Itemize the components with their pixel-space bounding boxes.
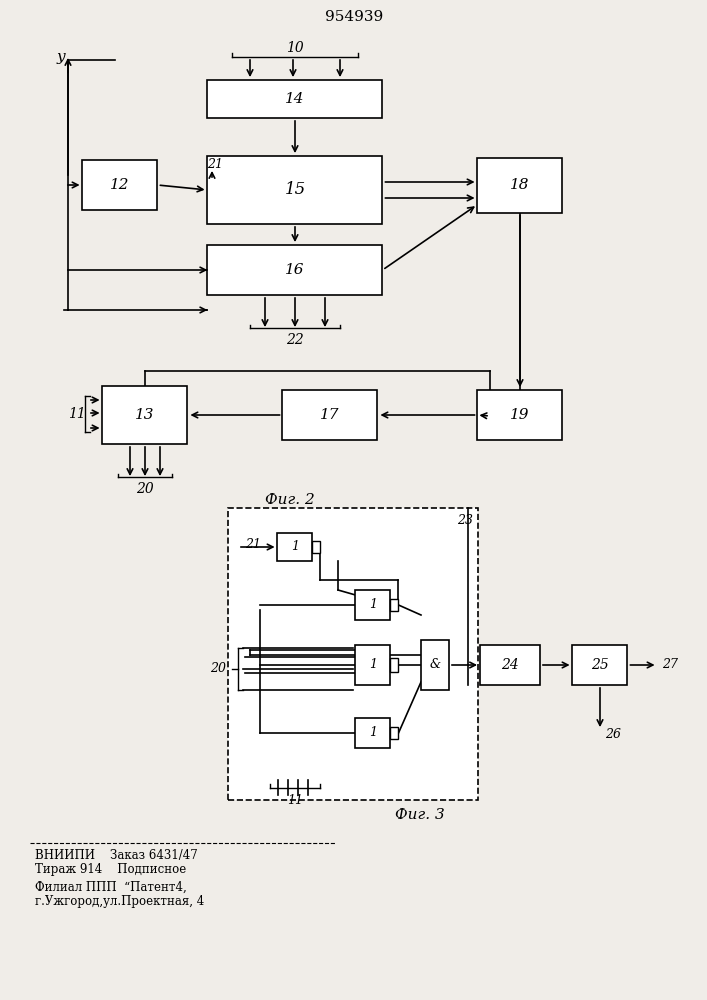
Bar [480, 645, 540, 685]
Text: 15: 15 [284, 182, 305, 198]
Text: 27: 27 [662, 658, 679, 672]
Bar [207, 80, 382, 118]
Text: 1: 1 [369, 726, 377, 740]
Text: 26: 26 [605, 728, 621, 742]
Text: 13: 13 [135, 408, 155, 422]
Text: 17: 17 [320, 408, 340, 422]
Text: г.Ужгород,ул.Проектная, 4: г.Ужгород,ул.Проектная, 4 [35, 894, 204, 908]
Text: 22: 22 [286, 333, 304, 347]
Text: 1: 1 [369, 598, 377, 611]
Text: 16: 16 [285, 263, 305, 277]
Text: 20: 20 [210, 662, 226, 676]
Text: &: & [429, 658, 440, 672]
Text: 12: 12 [110, 178, 130, 192]
Bar [390, 599, 399, 611]
Text: 11: 11 [68, 407, 86, 421]
Bar [228, 508, 478, 800]
Text: 954939: 954939 [325, 10, 383, 24]
Text: y: y [57, 50, 65, 64]
Bar [356, 645, 390, 685]
Text: 14: 14 [285, 92, 305, 106]
Bar [207, 156, 382, 224]
Bar [103, 386, 187, 444]
Text: 24: 24 [501, 658, 519, 672]
Bar [312, 541, 320, 553]
Text: 25: 25 [591, 658, 609, 672]
Bar [278, 533, 312, 561]
Text: Фиг. 2: Фиг. 2 [265, 493, 315, 507]
Bar [390, 727, 399, 739]
Text: 10: 10 [286, 41, 304, 55]
Text: Фиг. 3: Фиг. 3 [395, 808, 445, 822]
Text: 21: 21 [245, 538, 261, 552]
Text: 18: 18 [510, 178, 530, 192]
Text: 1: 1 [291, 540, 299, 554]
Text: 21: 21 [207, 157, 223, 170]
Text: 23: 23 [457, 514, 473, 526]
Text: Филиал ППП  “Патент4,: Филиал ППП “Патент4, [35, 880, 187, 894]
Bar [477, 390, 563, 440]
Text: Тираж 914    Подписное: Тираж 914 Подписное [35, 863, 186, 876]
Bar [421, 640, 449, 690]
Bar [283, 390, 378, 440]
Bar [83, 160, 158, 210]
Text: 1: 1 [369, 658, 377, 672]
Text: 20: 20 [136, 482, 154, 496]
Bar [573, 645, 628, 685]
Text: 19: 19 [510, 408, 530, 422]
Bar [390, 658, 399, 672]
Bar [356, 718, 390, 748]
Text: ВНИИПИ    Заказ 6431/47: ВНИИПИ Заказ 6431/47 [35, 850, 198, 862]
Bar [356, 590, 390, 620]
Text: 11: 11 [287, 794, 303, 806]
Bar [477, 157, 563, 213]
Bar [207, 245, 382, 295]
